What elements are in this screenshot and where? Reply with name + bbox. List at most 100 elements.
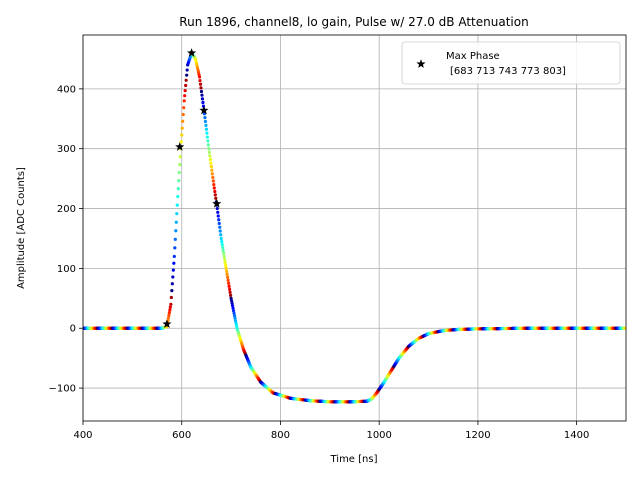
waveform-point: [167, 311, 171, 315]
waveform-point: [220, 242, 224, 247]
waveform-point: [227, 281, 231, 285]
waveform-point: [216, 214, 220, 218]
waveform-point: [183, 88, 187, 93]
y-tick-label: 300: [57, 144, 76, 155]
waveform-point: [203, 119, 208, 124]
waveform-point: [209, 165, 213, 169]
x-tick-label: 1400: [564, 430, 589, 441]
waveform-point: [181, 112, 185, 117]
waveform-point: [213, 189, 217, 194]
waveform-point: [233, 316, 237, 320]
waveform-point: [184, 78, 188, 82]
waveform-point: [233, 319, 238, 323]
waveform-point: [199, 89, 204, 94]
waveform-point: [216, 210, 220, 214]
waveform-point: [171, 275, 175, 279]
waveform-point: [173, 246, 177, 250]
waveform-point: [204, 123, 208, 127]
x-tick-label: 400: [73, 430, 92, 441]
waveform-point: [228, 287, 232, 291]
waveform-point: [184, 83, 188, 88]
waveform-point: [211, 179, 215, 183]
legend-star-glyph: [416, 59, 426, 68]
waveform-point: [220, 239, 224, 244]
waveform-point: [172, 254, 176, 259]
waveform-point: [223, 260, 227, 265]
waveform-point: [169, 302, 173, 306]
waveform-point: [224, 263, 228, 267]
waveform-point: [208, 154, 212, 158]
max-phase-star: [199, 105, 209, 115]
y-axis-ticks: −100 0 100 200 300 400: [49, 84, 83, 395]
max-phase-star: [175, 142, 185, 151]
waveform-point: [218, 225, 222, 229]
waveform-point: [169, 295, 173, 300]
waveform-point: [234, 324, 239, 328]
waveform-point: [171, 268, 175, 272]
waveform-point: [200, 97, 205, 101]
y-axis-label: Amplitude [ADC Counts]: [16, 167, 27, 289]
waveform-point: [203, 115, 207, 120]
waveform-point: [182, 106, 186, 110]
waveform-point: [226, 278, 230, 282]
waveform-point: [168, 305, 172, 309]
grid-lines: [82, 35, 626, 421]
waveform-point: [180, 126, 184, 130]
waveform-point: [212, 186, 216, 190]
waveform-point: [229, 296, 233, 300]
max-phase-markers: [162, 48, 222, 328]
x-tick-label: 600: [172, 430, 191, 441]
waveform-point: [178, 163, 182, 167]
waveform-point: [208, 157, 212, 162]
waveform-point: [212, 183, 216, 187]
max-phase-star: [187, 48, 197, 57]
max-phase-star: [162, 319, 172, 328]
waveform-point: [231, 306, 235, 310]
waveform-point: [183, 94, 187, 98]
waveform-point: [222, 254, 226, 259]
x-tick-label: 1000: [366, 430, 391, 441]
waveform-point: [200, 93, 204, 97]
legend-label-line1: Max Phase: [446, 51, 500, 62]
waveform-point: [222, 251, 226, 256]
y-tick-label: 200: [57, 204, 76, 215]
waveform-point: [206, 139, 210, 143]
x-axis-label: Time [ns]: [329, 454, 377, 465]
waveform-point: [177, 171, 181, 175]
waveform-point: [207, 147, 211, 151]
waveform-point: [230, 304, 235, 308]
waveform-point: [206, 143, 210, 147]
waveform-point: [185, 68, 189, 72]
waveform-point: [177, 179, 181, 183]
waveform-point: [170, 289, 174, 293]
waveform-point: [228, 290, 232, 294]
waveform-point: [217, 218, 221, 222]
waveform-point: [176, 187, 180, 191]
waveform-point: [198, 78, 202, 83]
waveform-point: [201, 100, 205, 105]
waveform-point: [219, 236, 223, 241]
waveform-point: [231, 309, 236, 313]
waveform-point: [197, 75, 202, 79]
waveform-point: [225, 269, 229, 273]
waveform-point: [232, 314, 237, 318]
waveform-point: [180, 133, 184, 137]
waveform-point: [204, 127, 209, 131]
y-tick-label: 400: [57, 84, 76, 95]
waveform-point: [179, 140, 183, 144]
waveform-point: [224, 266, 228, 270]
legend-star-icon: [416, 59, 426, 68]
waveform-point: [214, 196, 218, 200]
waveform-dots: [83, 51, 626, 404]
waveform-point: [213, 193, 217, 197]
waveform-point: [174, 220, 178, 224]
waveform-point: [185, 73, 189, 77]
waveform-point: [234, 321, 238, 325]
waveform-point: [218, 229, 222, 233]
waveform-point: [232, 311, 236, 315]
max-phase-star: [212, 198, 222, 208]
legend-label-line2: [683 713 743 773 803]: [450, 66, 566, 77]
waveform-point: [230, 301, 234, 305]
waveform-point: [174, 229, 178, 233]
waveform-point: [223, 257, 227, 262]
